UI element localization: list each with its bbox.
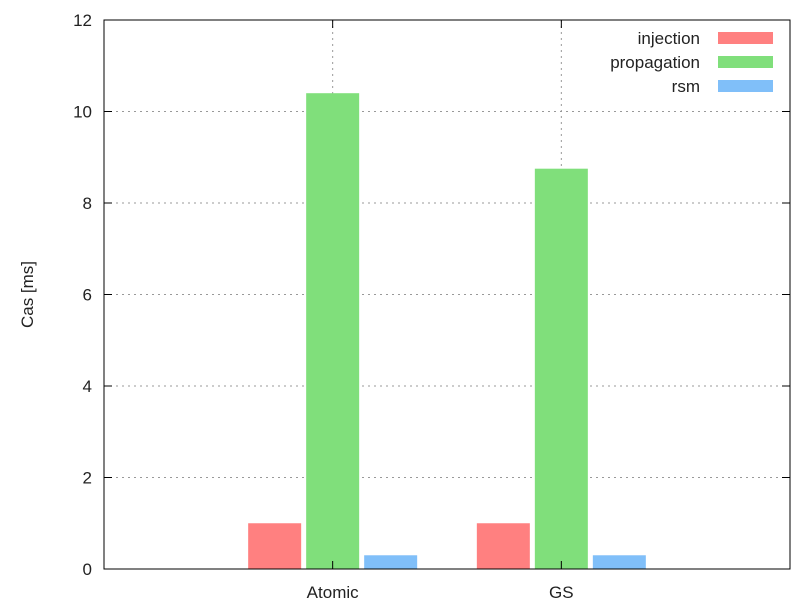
legend-label-rsm: rsm [672, 77, 700, 96]
legend-swatch-injection [718, 32, 773, 44]
bar-injection-atomic [248, 523, 302, 569]
y-tick-label: 8 [83, 194, 92, 213]
y-tick-label: 6 [83, 286, 92, 305]
bars [248, 93, 646, 569]
y-tick-label: 4 [83, 377, 92, 396]
bar-rsm-gs [592, 555, 646, 569]
bar-propagation-gs [534, 168, 588, 569]
legend-swatch-propagation [718, 56, 773, 68]
axis-ticks: 0 2 4 6 8 10 12 Atomic GS [73, 11, 790, 602]
y-tick-label: 2 [83, 469, 92, 488]
y-tick-label: 10 [73, 103, 92, 122]
bar-rsm-atomic [364, 555, 418, 569]
legend-swatch-rsm [718, 80, 773, 92]
legend-label-propagation: propagation [610, 53, 700, 72]
legend: injection propagation rsm [610, 29, 773, 96]
x-tick-label: Atomic [307, 583, 359, 602]
y-tick-label: 12 [73, 11, 92, 30]
legend-label-injection: injection [638, 29, 700, 48]
x-tick-label: GS [549, 583, 574, 602]
y-axis-label: Cas [ms] [18, 261, 37, 328]
bar-propagation-atomic [306, 93, 360, 569]
grid-lines [104, 20, 790, 569]
y-tick-label: 0 [83, 560, 92, 579]
bar-injection-gs [476, 523, 530, 569]
